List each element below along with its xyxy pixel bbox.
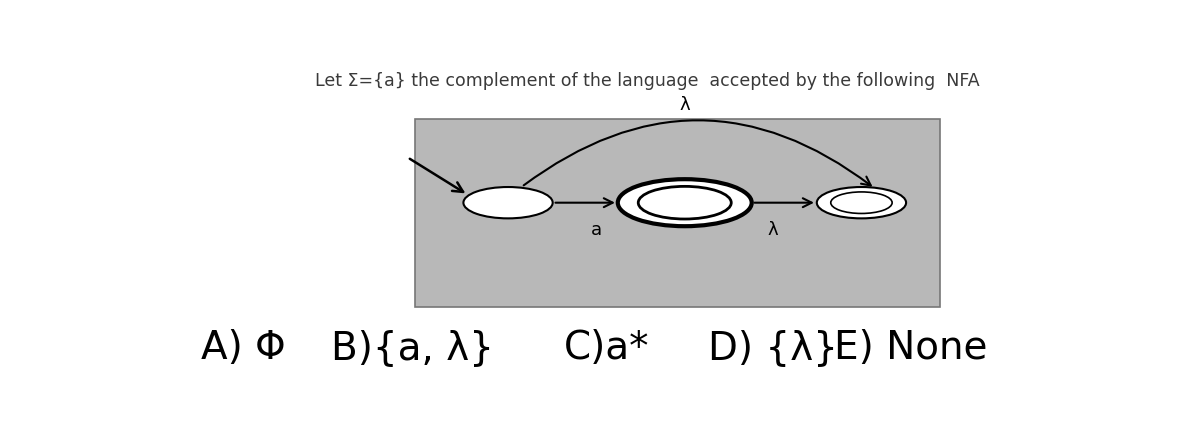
Text: C)a*: C)a* (564, 329, 649, 367)
Text: E) None: E) None (834, 329, 988, 367)
Text: A) Φ: A) Φ (202, 329, 286, 367)
Circle shape (618, 179, 751, 226)
Text: D) {λ}: D) {λ} (708, 329, 838, 367)
Text: λ: λ (768, 221, 779, 240)
Text: a: a (590, 221, 602, 240)
Bar (415, 120, 941, 307)
Text: Let Σ={a} the complement of the language  accepted by the following  NFA: Let Σ={a} the complement of the language… (316, 72, 980, 90)
Text: λ: λ (679, 96, 690, 114)
Circle shape (817, 187, 906, 218)
Circle shape (463, 187, 553, 218)
Text: B){a, λ}: B){a, λ} (331, 329, 494, 367)
